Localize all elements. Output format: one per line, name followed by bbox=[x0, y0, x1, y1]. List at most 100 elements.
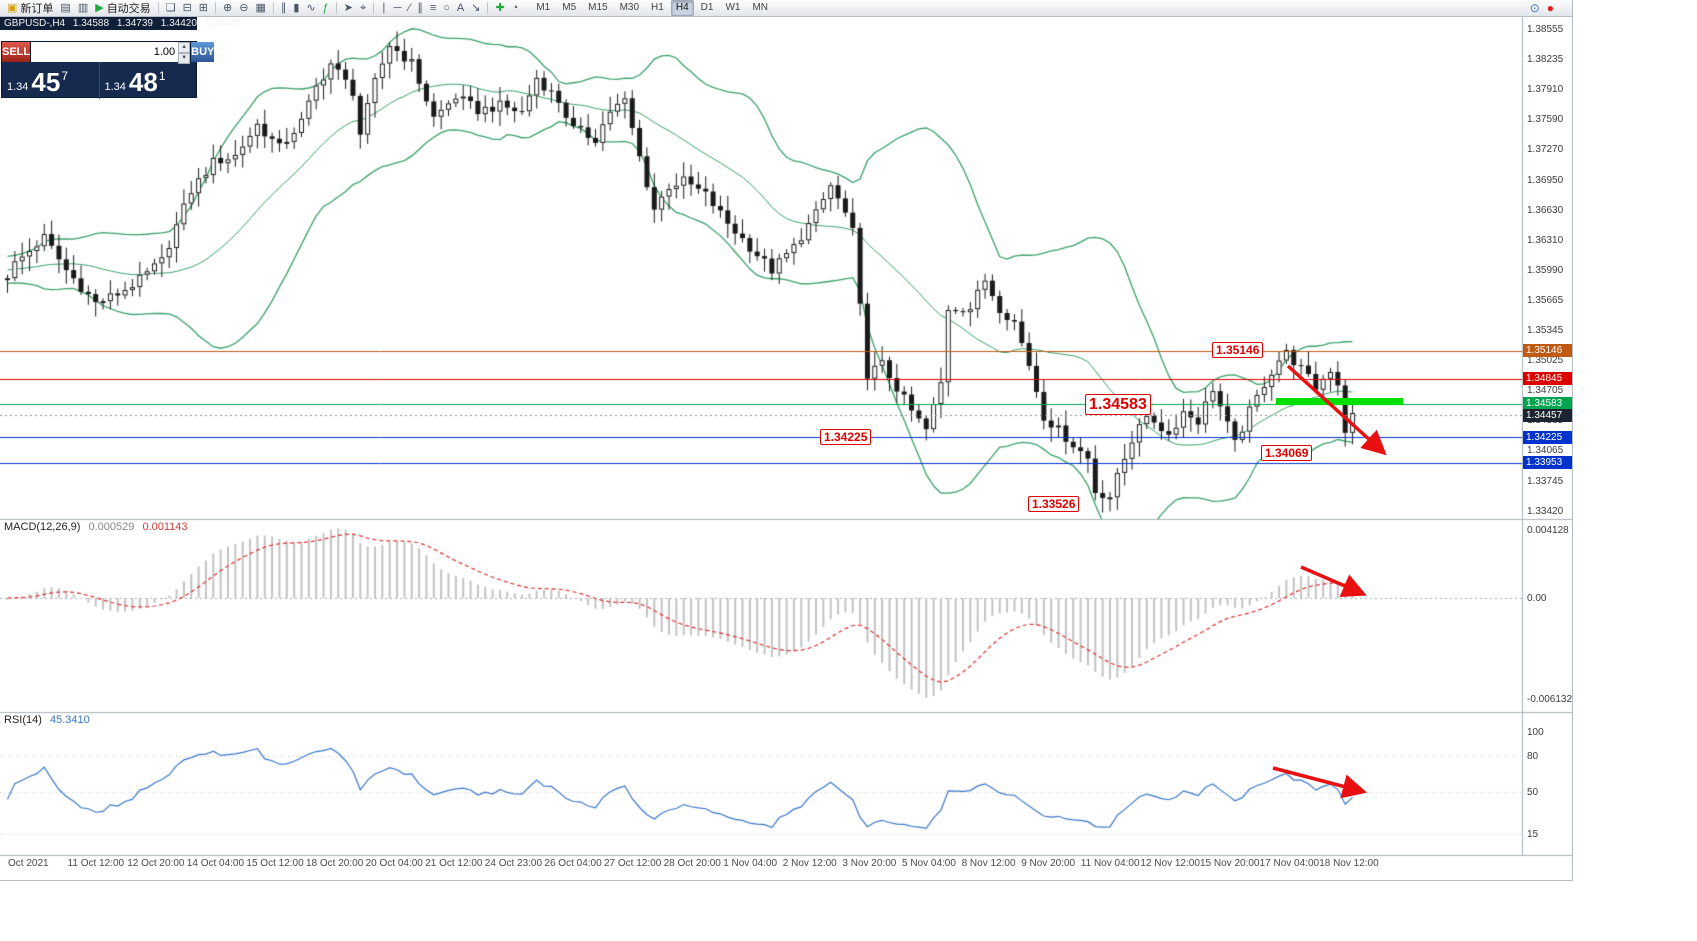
zoom-out-icon[interactable]: ⊖ bbox=[236, 1, 251, 16]
price-axis-label: 1.35025 bbox=[1527, 355, 1564, 367]
sell-price-pip: 7 bbox=[61, 69, 69, 83]
price-axis-label: 1.33420 bbox=[1527, 505, 1564, 517]
sell-button[interactable]: SELL bbox=[2, 42, 31, 62]
mt4-window: ▣ 新订单 ▤ ▥ ▶ 自动交易 ❏ ⊟ ⊞ ⊕ ⊖ ▦ ∥ ▮ ∿ ƒ ➤ ⌖ ∣ ─ ∕ ∥ ≡ ○ A ↘ ✚ ◔ M1 M5 M15… bbox=[0, 0, 1573, 881]
sell-price-big: 45 bbox=[31, 67, 61, 97]
time-axis-label: 12 Oct 20:00 bbox=[127, 858, 185, 869]
shapes-icon[interactable]: ○ bbox=[440, 1, 453, 16]
fibonacci-icon: ≡ bbox=[429, 1, 437, 14]
vertical-line-icon[interactable]: ∣ bbox=[378, 1, 390, 16]
notifications-icon[interactable]: ● bbox=[1546, 0, 1554, 15]
bar-chart-icon[interactable]: ∥ bbox=[278, 1, 290, 16]
timeframe-mn-button[interactable]: MN bbox=[752, 2, 768, 13]
rsi-value: 45.3410 bbox=[49, 714, 90, 726]
price-divider bbox=[98, 62, 100, 99]
chart-period-icon: ◔ bbox=[511, 1, 519, 14]
price-axis-label: 1.35665 bbox=[1527, 294, 1564, 306]
ohlc-open: 1.34588 bbox=[72, 18, 110, 29]
candlestick-chart-icon[interactable]: ▮ bbox=[290, 1, 302, 16]
price-callout[interactable]: 1.33526 bbox=[1028, 496, 1080, 513]
time-axis-label: 18 Oct 20:00 bbox=[306, 858, 364, 869]
time-axis-label: 20 Oct 04:00 bbox=[365, 858, 423, 869]
new-chart-icon: ✚ bbox=[495, 1, 505, 14]
sell-price-display[interactable]: 1.34 45 7 bbox=[2, 62, 99, 99]
cascade-windows-icon[interactable]: ❏ bbox=[163, 1, 179, 16]
price-axis-label: 1.36630 bbox=[1527, 204, 1564, 216]
timeframe-m5-button[interactable]: M5 bbox=[562, 2, 577, 13]
price-axis-label: 1.36310 bbox=[1527, 234, 1564, 246]
macd-axis-label: 0.004128 bbox=[1527, 524, 1569, 536]
one-click-trading-panel: SELL ▲ ▼ BUY 1.34 45 7 1.34 bbox=[1, 41, 215, 99]
new-order-button[interactable]: ▣ 新订单 bbox=[4, 1, 56, 16]
price-axis-label: 1.38555 bbox=[1527, 24, 1564, 35]
cursor-icon[interactable]: ➤ bbox=[341, 1, 356, 16]
auto-arrange-icon[interactable]: ▦ bbox=[252, 1, 268, 16]
toolbar-separator bbox=[373, 2, 375, 14]
buy-price-display[interactable]: 1.34 48 1 bbox=[100, 62, 197, 99]
toolbar-separator bbox=[215, 2, 216, 14]
time-axis-label: 15 Nov 20:00 bbox=[1200, 858, 1260, 869]
search-icon[interactable]: ⊙ bbox=[1529, 0, 1540, 15]
chart-window-icon[interactable]: ▤ bbox=[57, 1, 73, 16]
profiles-icon[interactable]: ▥ bbox=[75, 1, 91, 16]
volume-up-button[interactable]: ▲ bbox=[178, 42, 191, 53]
new-chart-icon[interactable]: ✚ bbox=[492, 1, 507, 16]
price-axis-label: 1.35345 bbox=[1527, 325, 1564, 336]
time-axis-label: 8 Nov 12:00 bbox=[961, 858, 1016, 869]
rsi-axis-label: 80 bbox=[1527, 751, 1539, 762]
timeframe-m1-button[interactable]: M1 bbox=[536, 2, 551, 13]
time-axis-label: Oct 2021 bbox=[8, 858, 49, 869]
fibonacci-icon[interactable]: ≡ bbox=[427, 1, 439, 16]
volume-input[interactable] bbox=[31, 42, 179, 62]
time-axis-label: 12 Nov 12:00 bbox=[1140, 858, 1200, 869]
price-callout[interactable]: 1.35146 bbox=[1212, 342, 1264, 359]
tile-horizontal-icon: ⊟ bbox=[182, 1, 192, 14]
timeframe-m15-button[interactable]: M15 bbox=[588, 2, 608, 13]
price-axis-label: 1.36950 bbox=[1527, 174, 1564, 186]
time-axis-label: 1 Nov 04:00 bbox=[723, 858, 778, 869]
symbol-info-bar: GBPUSD-,H4 1.34588 1.34739 1.34420 1.344… bbox=[0, 17, 241, 30]
timeframe-w1-button[interactable]: W1 bbox=[725, 2, 741, 13]
line-chart-icon: ∿ bbox=[306, 1, 316, 14]
arrow-objects-icon: ↘ bbox=[471, 1, 481, 14]
price-axis-label: 1.34065 bbox=[1527, 445, 1564, 457]
timeframe-h1-button[interactable]: H1 bbox=[651, 2, 664, 13]
price-axis-tag: 1.34225 bbox=[1523, 430, 1572, 444]
tile-horizontal-icon[interactable]: ⊟ bbox=[180, 1, 195, 16]
price-callout[interactable]: 1.34225 bbox=[820, 429, 872, 446]
time-axis-label: 3 Nov 20:00 bbox=[842, 858, 897, 869]
zoom-out-icon: ⊖ bbox=[239, 1, 249, 14]
timeframe-m30-button[interactable]: M30 bbox=[619, 2, 640, 13]
zoom-in-icon[interactable]: ⊕ bbox=[220, 1, 235, 16]
autotrading-button[interactable]: ▶ 自动交易 bbox=[92, 1, 153, 16]
rsi-axis-label: 50 bbox=[1527, 787, 1539, 798]
cursor-icon: ➤ bbox=[343, 1, 353, 14]
crosshair-icon[interactable]: ⌖ bbox=[357, 1, 369, 16]
buy-button[interactable]: BUY bbox=[191, 42, 215, 62]
line-chart-icon[interactable]: ∿ bbox=[303, 1, 318, 16]
equidistant-channel-icon[interactable]: ∥ bbox=[414, 1, 426, 16]
toolbar-separator bbox=[157, 2, 159, 14]
indicators-icon[interactable]: ƒ bbox=[320, 1, 332, 16]
price-callout[interactable]: 1.34069 bbox=[1261, 445, 1313, 462]
support-zone[interactable] bbox=[1276, 398, 1403, 405]
horizontal-line-icon[interactable]: ─ bbox=[391, 1, 405, 16]
trendline-icon[interactable]: ∕ bbox=[405, 1, 413, 16]
zoom-in-icon: ⊕ bbox=[223, 1, 233, 14]
ohlc-high: 1.34739 bbox=[116, 18, 153, 29]
volume-down-button[interactable]: ▼ bbox=[178, 53, 191, 64]
time-axis-label: 15 Oct 12:00 bbox=[246, 858, 304, 869]
text-label-icon[interactable]: A bbox=[454, 1, 467, 16]
price-axis-label: 1.34705 bbox=[1527, 385, 1564, 397]
timeframe-d1-button[interactable]: D1 bbox=[700, 2, 714, 13]
ohlc-low: 1.34420 bbox=[160, 18, 197, 29]
timeframe-h4-button[interactable]: H4 bbox=[670, 0, 694, 16]
time-axis-label: 18 Nov 12:00 bbox=[1319, 858, 1379, 869]
tile-vertical-icon[interactable]: ⊞ bbox=[196, 1, 211, 16]
arrow-objects-icon[interactable]: ↘ bbox=[468, 1, 483, 16]
rsi-indicator-label: RSI(14) 45.3410 bbox=[4, 714, 90, 726]
price-axis-tag: 1.33953 bbox=[1523, 456, 1572, 470]
price-callout[interactable]: 1.34583 bbox=[1085, 394, 1151, 416]
chart-period-icon[interactable]: ◔ bbox=[509, 1, 522, 16]
chart-canvas[interactable] bbox=[0, 0, 1572, 880]
